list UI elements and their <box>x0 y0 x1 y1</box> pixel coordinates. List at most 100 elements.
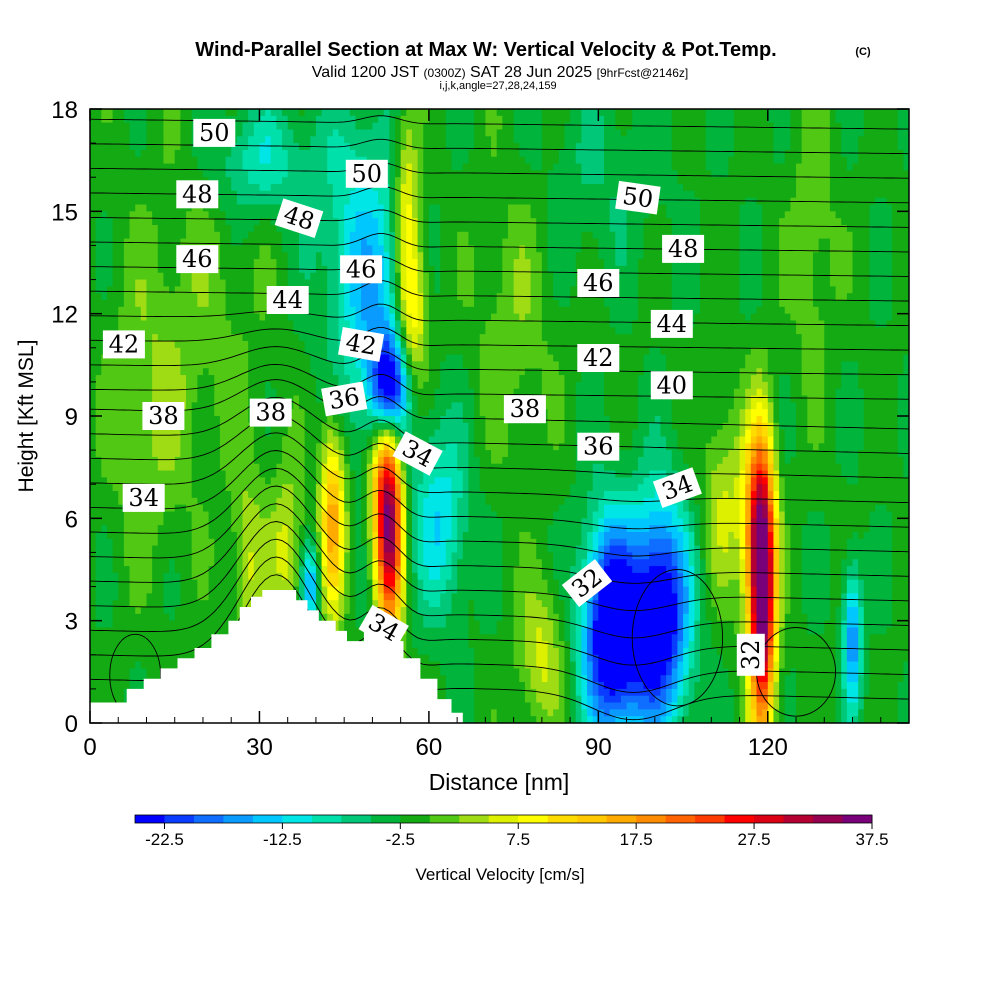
velocity-cell <box>451 279 458 287</box>
velocity-cell <box>214 279 221 287</box>
velocity-cell <box>157 177 165 185</box>
velocity-cell <box>609 163 616 171</box>
velocity-cell <box>863 190 871 199</box>
velocity-cell <box>287 245 294 253</box>
velocity-cell <box>265 197 272 206</box>
velocity-cell <box>722 259 729 267</box>
velocity-cell <box>507 293 515 301</box>
velocity-cell <box>101 313 108 322</box>
velocity-cell <box>564 149 571 158</box>
velocity-cell <box>858 170 865 178</box>
velocity-cell <box>790 109 797 117</box>
velocity-cell <box>807 293 814 301</box>
velocity-cell <box>479 197 486 206</box>
velocity-cell <box>632 300 639 308</box>
velocity-cell <box>327 122 334 131</box>
velocity-cell <box>400 129 407 137</box>
velocity-cell <box>846 286 854 294</box>
velocity-cell <box>779 143 786 151</box>
velocity-cell <box>400 238 407 247</box>
velocity-cell <box>259 122 266 131</box>
velocity-cell <box>491 156 498 165</box>
velocity-cell <box>547 231 554 240</box>
velocity-cell <box>671 211 679 219</box>
velocity-cell <box>807 211 814 219</box>
velocity-cell <box>897 156 904 165</box>
velocity-cell <box>620 143 628 151</box>
velocity-cell <box>694 197 701 206</box>
velocity-cell <box>191 231 198 240</box>
velocity-cell <box>841 259 848 267</box>
velocity-cell <box>841 163 848 171</box>
velocity-cell <box>282 272 289 281</box>
velocity-cell <box>897 177 904 185</box>
velocity-cell <box>846 259 854 267</box>
velocity-cell <box>270 224 277 233</box>
velocity-cell <box>716 313 724 322</box>
velocity-cell <box>445 143 453 151</box>
velocity-cell <box>293 156 300 165</box>
velocity-cell <box>468 122 475 131</box>
velocity-cell <box>400 327 407 335</box>
velocity-cell <box>157 143 165 151</box>
velocity-cell <box>332 245 340 253</box>
velocity-cell <box>745 279 752 287</box>
velocity-cell <box>163 340 170 349</box>
velocity-cell <box>95 334 102 342</box>
velocity-cell <box>722 306 729 315</box>
velocity-cell <box>468 143 475 151</box>
velocity-cell <box>304 340 311 349</box>
velocity-cell <box>716 197 724 206</box>
velocity-cell <box>152 224 159 233</box>
velocity-cell <box>784 115 791 124</box>
velocity-cell <box>564 211 571 219</box>
velocity-cell <box>897 265 904 274</box>
velocity-cell <box>310 122 317 131</box>
velocity-cell <box>903 122 909 131</box>
velocity-cell <box>666 163 673 171</box>
velocity-cell <box>349 136 357 144</box>
velocity-cell <box>592 327 599 335</box>
velocity-cell <box>903 136 909 144</box>
velocity-cell <box>462 115 470 124</box>
velocity-cell <box>157 272 165 281</box>
velocity-cell <box>327 293 334 301</box>
velocity-cell <box>491 320 498 328</box>
velocity-cell <box>716 170 724 178</box>
velocity-cell <box>666 184 673 192</box>
velocity-cell <box>575 156 582 165</box>
velocity-cell <box>812 279 820 287</box>
velocity-cell <box>123 286 131 294</box>
velocity-cell <box>654 177 662 185</box>
velocity-cell <box>157 334 165 342</box>
velocity-cell <box>530 327 537 335</box>
velocity-cell <box>660 109 667 117</box>
velocity-cell <box>474 300 481 308</box>
velocity-cell <box>807 252 814 260</box>
velocity-cell <box>807 306 814 315</box>
velocity-cell <box>225 340 232 349</box>
velocity-cell <box>123 320 131 328</box>
velocity-cell <box>750 327 758 335</box>
velocity-cell <box>315 313 323 322</box>
velocity-cell <box>666 170 673 178</box>
velocity-cell <box>728 211 735 219</box>
velocity-cell <box>457 170 464 178</box>
velocity-cell <box>903 286 909 294</box>
velocity-cell <box>123 293 131 301</box>
velocity-cell <box>434 190 441 199</box>
velocity-cell <box>812 259 820 267</box>
velocity-cell <box>208 149 215 158</box>
velocity-cell <box>722 245 729 253</box>
velocity-cell <box>779 211 786 219</box>
velocity-cell <box>660 279 667 287</box>
velocity-cell <box>208 170 215 178</box>
velocity-cell <box>750 211 758 219</box>
velocity-cell <box>829 313 837 322</box>
velocity-cell <box>298 265 306 274</box>
velocity-cell <box>270 340 277 349</box>
velocity-cell <box>253 300 261 308</box>
velocity-cell <box>146 300 153 308</box>
velocity-cell <box>530 211 537 219</box>
velocity-cell <box>428 224 436 233</box>
